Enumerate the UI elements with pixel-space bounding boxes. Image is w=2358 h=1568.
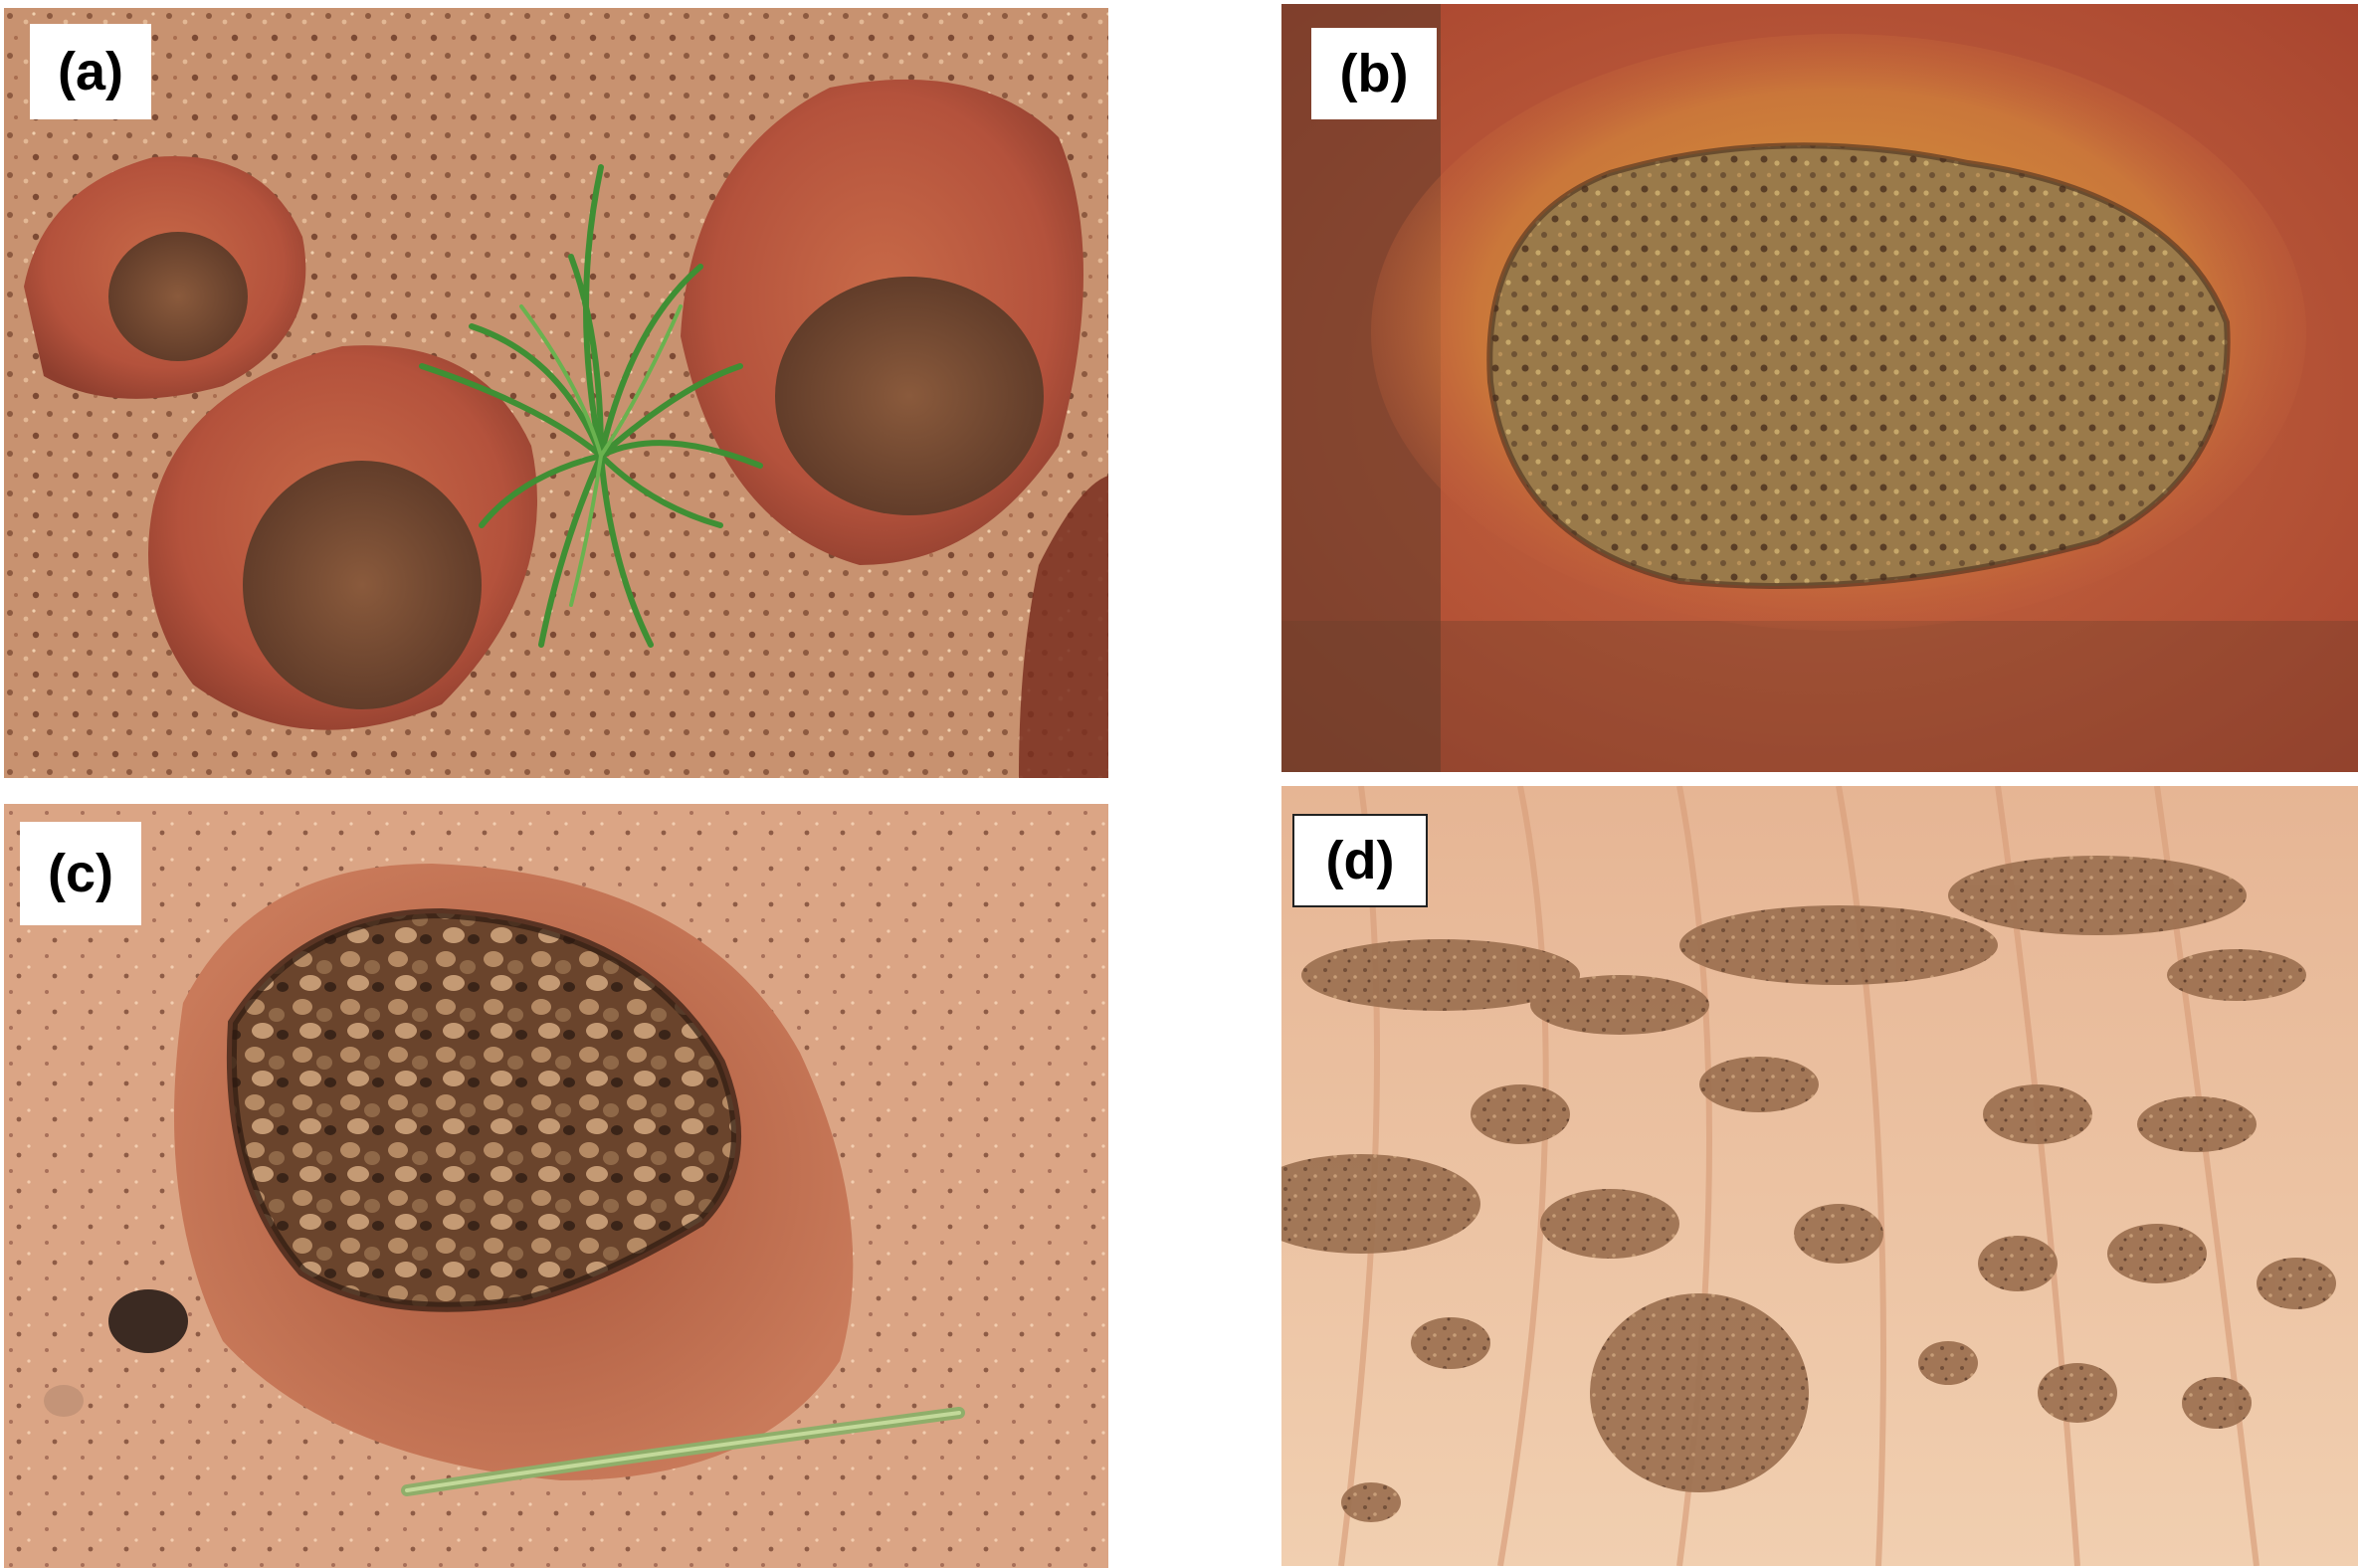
photo-panel-d <box>1281 786 2358 1566</box>
photo-d-image <box>1281 786 2358 1566</box>
photo-c-image <box>4 804 1108 1568</box>
panel-label-d: (d) <box>1292 814 1428 907</box>
panel-label-a: (a) <box>30 24 151 119</box>
photo-a-image <box>4 8 1108 778</box>
panel-label-b: (b) <box>1311 28 1437 119</box>
photo-panel-a <box>4 8 1108 778</box>
panel-label-c: (c) <box>20 822 141 925</box>
photo-b-image <box>1281 4 2358 772</box>
photo-panel-b <box>1281 4 2358 772</box>
photo-panel-c <box>4 804 1108 1568</box>
